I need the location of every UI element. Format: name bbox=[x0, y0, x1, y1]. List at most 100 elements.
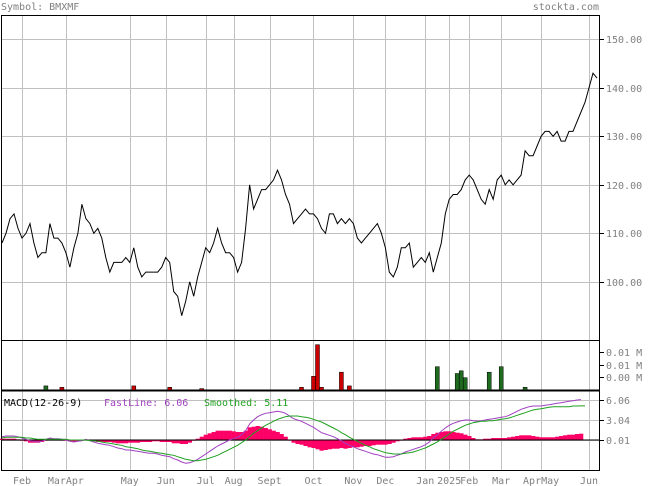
x-tick-label: Nov bbox=[344, 476, 362, 486]
macd-title: MACD(12-26-9) bbox=[4, 398, 82, 409]
macd-hist-bar bbox=[223, 430, 228, 440]
volume-bar bbox=[498, 366, 504, 391]
macd-hist-bar bbox=[451, 432, 456, 440]
macd-hist-bar bbox=[171, 440, 176, 444]
macd-hist-bar bbox=[487, 438, 492, 440]
macd-hist-bar bbox=[267, 429, 272, 440]
macd-smooth-line bbox=[1, 405, 585, 462]
price-axis-ticks: 100.00 110.00 120.00 130.00 140.00 150.00 bbox=[600, 35, 642, 289]
macd-hist-bar bbox=[307, 440, 312, 448]
x-tick-label: MarApr bbox=[48, 476, 84, 486]
price-tick-label: 100.00 bbox=[606, 278, 642, 289]
macd-histogram bbox=[0, 426, 600, 451]
macd-hist-bar bbox=[375, 440, 380, 445]
volume-bar bbox=[299, 387, 304, 391]
macd-hist-bar bbox=[511, 436, 516, 440]
macd-hist-bar bbox=[8, 438, 13, 440]
macd-hist-bar bbox=[407, 438, 412, 440]
volume-bar bbox=[43, 385, 49, 391]
macd-hist-bar bbox=[403, 438, 408, 440]
macd-hist-bar bbox=[443, 431, 448, 440]
macd-hist-bar bbox=[323, 440, 328, 450]
macd-hist-bar bbox=[535, 436, 540, 440]
volume-bar bbox=[319, 387, 324, 391]
x-tick-label: Mar bbox=[492, 476, 510, 486]
macd-hist-bar bbox=[315, 440, 320, 450]
x-tick-label: Jun bbox=[580, 476, 598, 486]
symbol-label: Symbol: BMXMF bbox=[1, 2, 79, 13]
macd-hist-bar bbox=[291, 440, 296, 443]
macd-hist-bar bbox=[499, 438, 504, 440]
macd-hist-bar bbox=[295, 440, 300, 444]
macd-hist-bar bbox=[495, 438, 500, 440]
macd-hist-bar bbox=[463, 434, 468, 440]
macd-hist-bar bbox=[435, 432, 440, 440]
macd-hist-bar bbox=[447, 431, 452, 440]
macd-hist-bar bbox=[115, 440, 121, 444]
macd-hist-bar bbox=[579, 433, 584, 440]
x-tick-label: Dec bbox=[376, 476, 394, 486]
volume-bar bbox=[458, 370, 464, 391]
macd-hist-bar bbox=[227, 430, 232, 440]
macd-hist-bar bbox=[571, 434, 576, 440]
macd-hist-bar bbox=[379, 440, 384, 445]
macd-hist-bar bbox=[179, 440, 184, 444]
macd-hist-bar bbox=[247, 427, 252, 440]
x-axis-labels: Feb MarApr May Jun Jul Aug Sept Oct Nov Dec Jan 202… bbox=[13, 476, 598, 486]
macd-hist-bar bbox=[107, 440, 113, 442]
macd-hist-bar bbox=[327, 440, 332, 450]
macd-hist-bar bbox=[135, 440, 141, 443]
macd-hist-bar bbox=[103, 440, 109, 442]
site-name[interactable]: stockta.com bbox=[533, 2, 599, 13]
macd-hist-bar bbox=[111, 440, 117, 443]
macd-hist-bar bbox=[131, 440, 137, 443]
macd-hist-bar bbox=[355, 440, 360, 448]
price-series-line bbox=[1, 72, 598, 316]
macd-hist-bar bbox=[339, 440, 344, 448]
panel-frames bbox=[1, 15, 600, 471]
macd-hist-bar bbox=[67, 440, 73, 442]
macd-hist-bar bbox=[459, 433, 464, 440]
x-tick-label: Oct bbox=[304, 476, 322, 486]
macd-tick-label: 3.04 bbox=[606, 416, 630, 427]
macd-hist-bar bbox=[203, 434, 208, 440]
x-tick-label: Jul bbox=[197, 476, 215, 486]
macd-smooth-legend: Smoothed: 5.11 bbox=[204, 398, 288, 409]
macd-hist-bar bbox=[24, 440, 29, 442]
x-tick-label: Feb bbox=[460, 476, 478, 486]
macd-hist-bar bbox=[0, 438, 5, 440]
macd-hist-bar bbox=[275, 432, 280, 440]
macd-hist-bar bbox=[195, 438, 200, 440]
volume-tick-label: 0.00 M bbox=[606, 373, 642, 384]
volume-bar bbox=[311, 376, 316, 391]
macd-hist-bar bbox=[543, 437, 548, 440]
x-tick-label: AprMay bbox=[523, 476, 559, 486]
macd-hist-bar bbox=[391, 440, 396, 443]
macd-hist-bar bbox=[28, 440, 33, 443]
price-tick-label: 120.00 bbox=[606, 181, 642, 192]
macd-hist-bar bbox=[263, 428, 268, 440]
macd-hist-bar bbox=[4, 438, 9, 440]
macd-hist-bar bbox=[283, 436, 288, 440]
panel-frame bbox=[1, 390, 600, 471]
macd-hist-bar bbox=[235, 432, 240, 440]
volume-bar bbox=[131, 385, 137, 391]
macd-hist-bar bbox=[239, 432, 244, 440]
macd-hist-bar bbox=[491, 438, 496, 440]
macd-hist-bar bbox=[335, 440, 340, 449]
volume-bar bbox=[167, 387, 172, 391]
volume-bar bbox=[454, 373, 460, 391]
macd-hist-bar bbox=[523, 435, 528, 440]
macd-hist-bar bbox=[255, 426, 260, 440]
macd-hist-bar bbox=[143, 440, 149, 442]
macd-hist-bar bbox=[271, 430, 276, 440]
volume-bar bbox=[462, 377, 468, 391]
macd-hist-bar bbox=[119, 440, 125, 444]
macd-hist-bar bbox=[551, 437, 556, 440]
volume-bars bbox=[43, 344, 528, 391]
macd-hist-bar bbox=[12, 438, 17, 440]
macd-hist-bar bbox=[471, 438, 476, 440]
volume-tick-label: 0.01 M bbox=[606, 361, 642, 372]
macd-hist-bar bbox=[139, 440, 145, 442]
macd-hist-bar bbox=[395, 440, 400, 442]
